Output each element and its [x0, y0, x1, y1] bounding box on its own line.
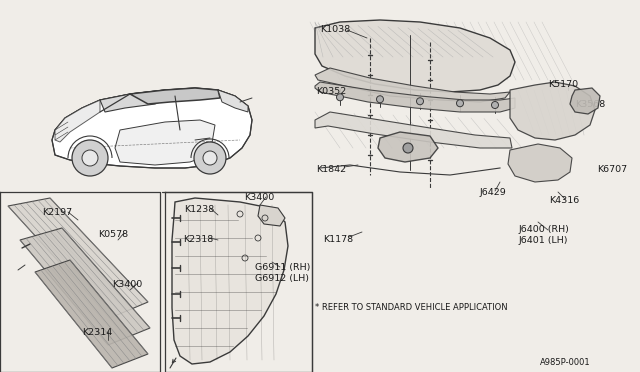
- Circle shape: [72, 140, 108, 176]
- Polygon shape: [55, 100, 100, 142]
- Circle shape: [203, 151, 217, 165]
- Polygon shape: [130, 88, 220, 104]
- Polygon shape: [510, 82, 595, 140]
- Polygon shape: [315, 20, 515, 92]
- Text: K2318: K2318: [183, 235, 213, 244]
- Text: K4316: K4316: [549, 196, 579, 205]
- Circle shape: [337, 94, 344, 101]
- Text: K0578: K0578: [98, 230, 128, 239]
- Text: K1038: K1038: [320, 25, 350, 34]
- Text: J6429: J6429: [480, 188, 507, 197]
- Text: G6912 (LH): G6912 (LH): [255, 274, 309, 283]
- Circle shape: [492, 102, 499, 109]
- Polygon shape: [570, 88, 600, 114]
- Text: K3568: K3568: [575, 100, 605, 109]
- Text: K6707: K6707: [597, 165, 627, 174]
- Polygon shape: [508, 144, 572, 182]
- Circle shape: [403, 143, 413, 153]
- Polygon shape: [172, 198, 288, 364]
- Circle shape: [82, 150, 98, 166]
- Polygon shape: [115, 120, 215, 165]
- Polygon shape: [315, 112, 512, 148]
- Text: J6400 (RH): J6400 (RH): [519, 225, 570, 234]
- Text: K0352: K0352: [316, 87, 346, 96]
- Text: A985P-0001: A985P-0001: [540, 358, 591, 367]
- Text: G6911 (RH): G6911 (RH): [255, 263, 310, 272]
- Circle shape: [417, 98, 424, 105]
- Polygon shape: [258, 205, 285, 226]
- Polygon shape: [35, 260, 148, 368]
- Text: K1178: K1178: [323, 235, 353, 244]
- Circle shape: [194, 142, 226, 174]
- Circle shape: [376, 96, 383, 103]
- Text: K2314: K2314: [82, 328, 112, 337]
- Circle shape: [456, 100, 463, 107]
- Text: * REFER TO STANDARD VEHICLE APPLICATION: * REFER TO STANDARD VEHICLE APPLICATION: [315, 303, 508, 312]
- Text: K1238: K1238: [184, 205, 214, 214]
- Text: K3400: K3400: [112, 280, 142, 289]
- Text: K3400: K3400: [244, 193, 275, 202]
- Polygon shape: [378, 132, 438, 162]
- Text: K5170: K5170: [548, 80, 578, 89]
- Polygon shape: [100, 90, 175, 112]
- Polygon shape: [20, 228, 150, 345]
- Polygon shape: [8, 198, 148, 318]
- Polygon shape: [315, 68, 510, 102]
- Text: J6401 (LH): J6401 (LH): [519, 236, 568, 245]
- Text: K2197: K2197: [42, 208, 72, 217]
- Polygon shape: [315, 82, 515, 112]
- Polygon shape: [218, 90, 248, 112]
- Text: K1842: K1842: [316, 165, 346, 174]
- Polygon shape: [52, 88, 252, 168]
